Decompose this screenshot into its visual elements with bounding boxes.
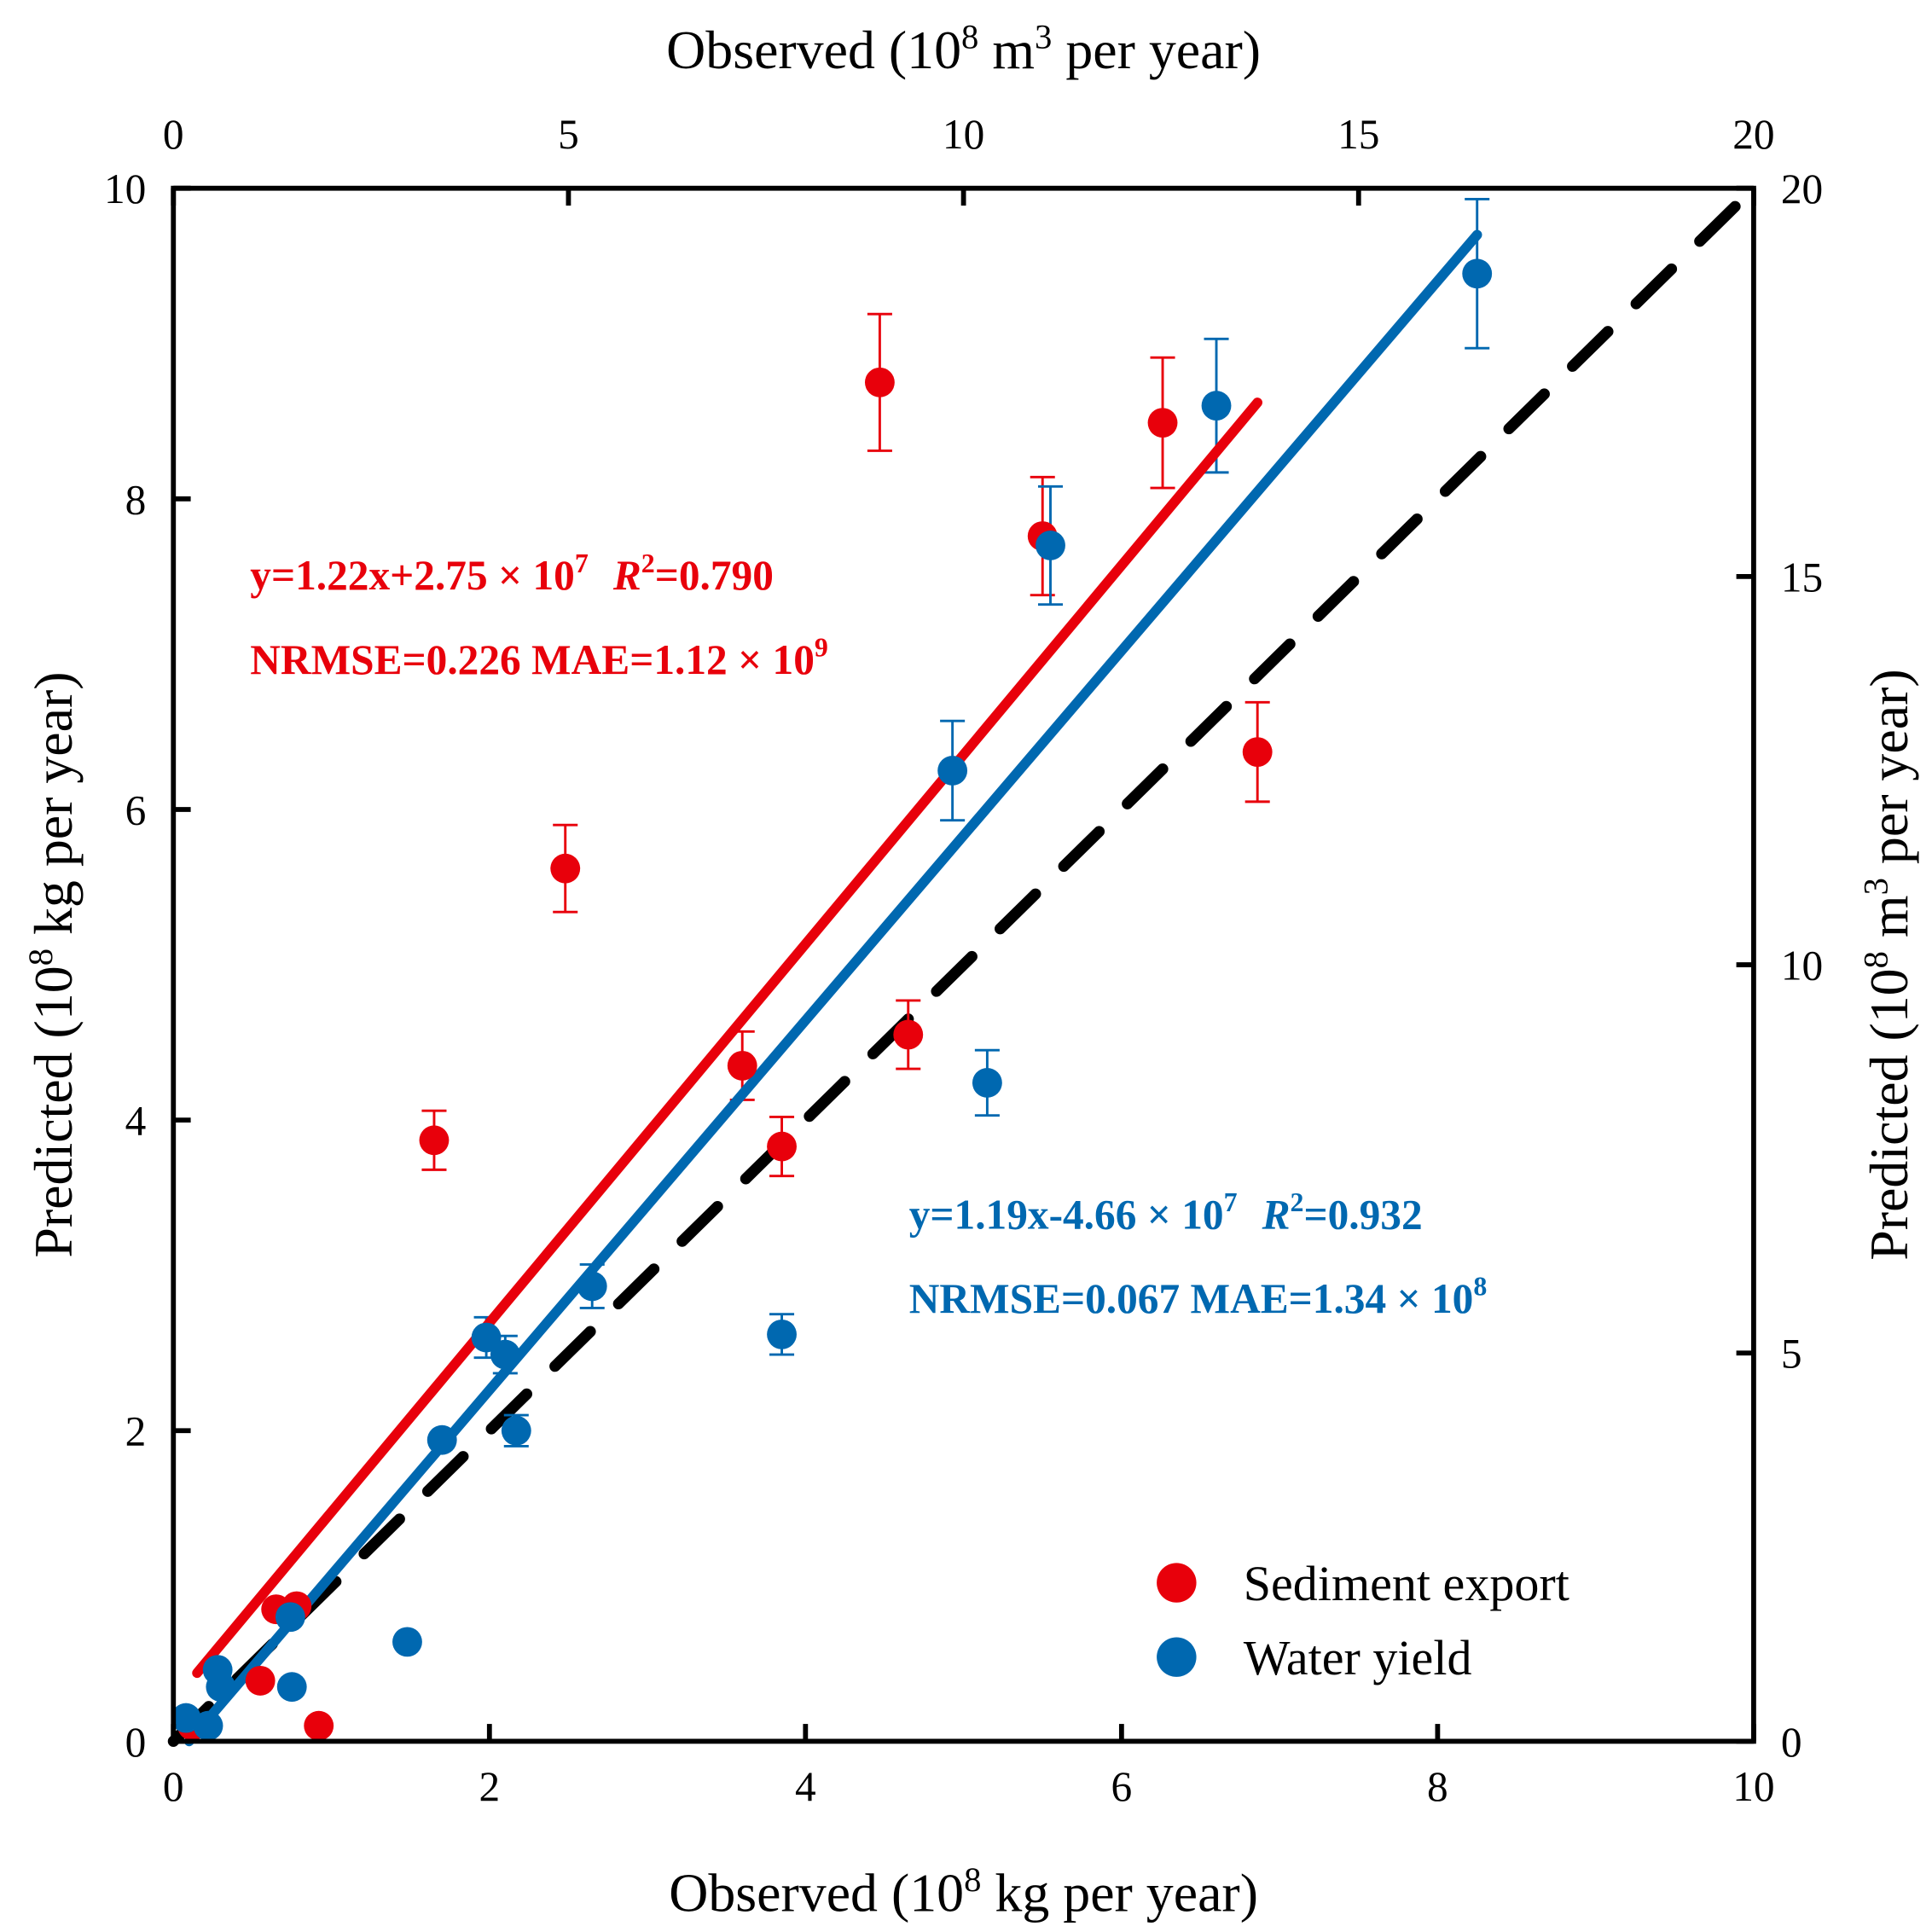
right-axis-tick-label: 20 [1781,165,1823,212]
legend-marker-sediment [1157,1563,1197,1603]
data-point-water [206,1672,236,1703]
data-point-water [1036,531,1065,560]
left-axis-tick-label: 8 [125,476,147,523]
bottom-axis-tick-label: 10 [1732,1763,1774,1810]
right-axis-tick-label: 5 [1781,1331,1802,1378]
bottom-axis-tick-label: 4 [795,1763,816,1810]
data-point-water [972,1067,1002,1098]
series-water-points [473,197,1490,1448]
top-axis-tick-label: 5 [558,111,579,158]
left-axis-tick-label: 6 [125,786,147,833]
data-point-sediment [304,1710,334,1741]
data-point-water [426,1424,457,1455]
data-point-water [767,1319,797,1349]
series-sediment-points [421,312,1270,1178]
data-point-water [1201,391,1232,421]
data-point-sediment [767,1131,797,1162]
top-axis-tick-label: 0 [163,111,184,158]
data-point-water [577,1271,607,1302]
svg-text:NRMSE=0.067 MAE=1.34 × 108: NRMSE=0.067 MAE=1.34 × 108 [909,1272,1488,1322]
data-point-sediment [419,1125,450,1156]
bottom-axis-title: Observed (108 kg per year) [669,1860,1258,1923]
data-point-water [392,1627,422,1657]
data-point-sediment [893,1019,924,1050]
data-point-water [471,1322,502,1353]
legend: Sediment export Water yield [1157,1556,1569,1685]
legend-marker-water [1157,1637,1197,1677]
right-axis-tick-label: 15 [1781,554,1823,600]
data-point-sediment [1147,408,1178,438]
data-point-water [193,1710,223,1741]
bottom-axis-tick-label: 0 [163,1763,184,1810]
data-point-water [937,756,968,786]
data-point-water [276,1672,307,1703]
right-axis-title: Predicted (108 m3 per year) [1857,669,1919,1260]
left-axis-title: Predicted (108 kg per year) [21,671,84,1257]
data-point-sediment [1242,737,1273,768]
svg-text:NRMSE=0.226 MAE=1.12 × 109: NRMSE=0.226 MAE=1.12 × 109 [250,633,828,683]
fit-line-sediment [192,397,1262,1679]
right-axis-tick-label: 0 [1781,1719,1802,1766]
top-axis-tick-label: 10 [943,111,984,158]
top-axis-tick-label: 15 [1337,111,1379,158]
water-annotation: y=1.19x-4.66 × 107 R2=0.932 NRMSE=0.067 M… [909,1187,1488,1322]
top-axis-tick-label: 20 [1732,111,1774,158]
data-point-sediment [245,1665,276,1696]
data-point-water [275,1602,305,1633]
left-axis-tick-label: 2 [125,1408,147,1455]
reference-line-1to1 [167,183,1760,1747]
right-axis-tick-label: 10 [1781,942,1823,989]
left-axis-tick-label: 0 [125,1719,147,1766]
data-point-sediment [864,367,895,397]
bottom-axis-tick-label: 2 [479,1763,500,1810]
left-axis-tick-label: 4 [125,1098,147,1145]
left-axis-tick-label: 10 [104,165,146,212]
data-point-water [1462,258,1493,289]
data-point-sediment [727,1050,757,1081]
data-point-sediment [550,853,581,884]
legend-label-water: Water yield [1244,1630,1472,1685]
fit-line-water [183,229,1482,1747]
data-point-water [501,1415,531,1446]
bottom-axis-tick-label: 8 [1427,1763,1448,1810]
data-point-water [490,1339,520,1370]
sediment-annotation: y=1.22x+2.75 × 107 R2=0.790 NRMSE=0.226 M… [250,548,828,683]
legend-label-sediment: Sediment export [1244,1556,1569,1611]
top-axis-title: Observed (108 m3 per year) [666,18,1261,80]
bottom-axis-tick-label: 6 [1111,1763,1133,1810]
